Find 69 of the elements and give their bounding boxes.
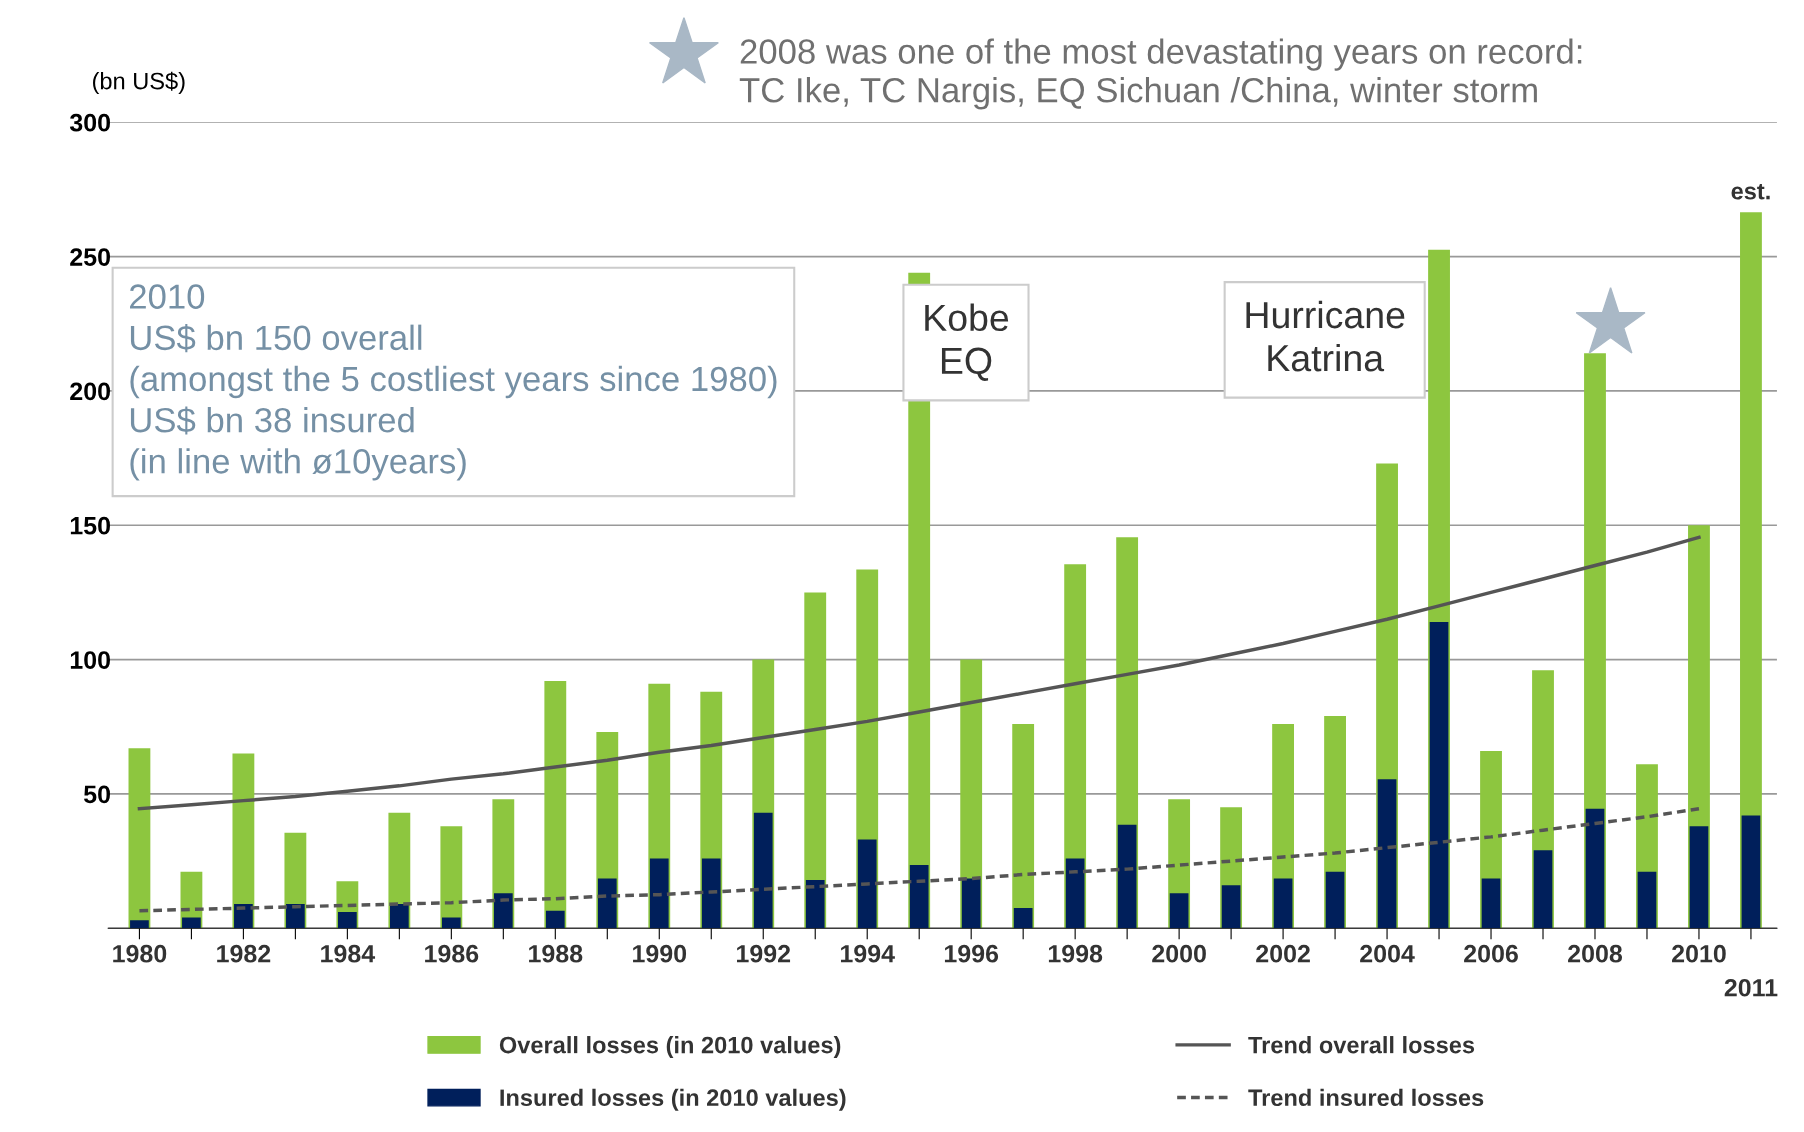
bar [909, 865, 929, 929]
bar [390, 904, 409, 929]
bar [805, 879, 825, 929]
y-tick-label: 200 [70, 382, 110, 401]
bar [961, 878, 981, 929]
bar [1637, 871, 1657, 929]
bar [1169, 893, 1189, 929]
legend-label: Trend overall losses [1248, 1036, 1475, 1054]
y-tick-label: 300 [69, 113, 110, 132]
x-tick-label: 2011 [1724, 978, 1778, 997]
x-tick-label: 1998 [1048, 944, 1103, 963]
bar [338, 912, 357, 929]
bar [545, 910, 565, 929]
annotation: Hurricane Katrina [1246, 300, 1405, 372]
bar [441, 917, 461, 929]
annotation: Kobe EQ [925, 303, 1009, 381]
x-tick-label: 1980 [113, 944, 167, 963]
legend-label: Trend insured losses [1248, 1088, 1484, 1107]
y-axis-title: (bn US$) [93, 71, 185, 95]
bar [286, 904, 305, 929]
x-tick-label: 2000 [1152, 944, 1206, 963]
x-tick-label: 2010 [1672, 944, 1726, 963]
bar [1481, 878, 1501, 929]
bar [1221, 885, 1241, 929]
x-tick-label: 2008 [1568, 944, 1623, 963]
x-tick-label: 1992 [737, 944, 791, 963]
bar [1533, 850, 1553, 929]
bar [182, 917, 201, 929]
bar [130, 920, 149, 929]
bar [1585, 808, 1605, 929]
bar [701, 858, 721, 929]
bar [128, 748, 151, 929]
legend-label: Overall losses (in 2010 values) [499, 1036, 841, 1059]
annotation: est. [1731, 183, 1770, 200]
y-tick-label: 50 [83, 785, 110, 804]
y-tick-label: 100 [70, 651, 110, 669]
bar [1377, 779, 1397, 929]
text: 2008 was one of the most devastating years on record: TC Ike, TC Nargis, EQ Sichuan /China, winter storm [739, 38, 1582, 110]
bar [1689, 826, 1709, 929]
x-tick-label: 2004 [1360, 944, 1415, 963]
bar [857, 839, 877, 929]
bar [1117, 824, 1137, 929]
y-tick-label: 250 [70, 248, 110, 266]
bar [1325, 871, 1345, 929]
x-tick-label: 1988 [529, 944, 583, 963]
bar [1429, 621, 1449, 929]
x-tick-label: 1994 [840, 944, 895, 963]
x-tick-label: 1990 [633, 944, 687, 963]
bar [493, 893, 513, 929]
bar [753, 812, 773, 929]
x-tick-label: 1996 [944, 944, 999, 963]
y-tick-label: 150 [70, 516, 110, 535]
x-tick-label: 1984 [321, 944, 376, 963]
bar [597, 878, 617, 929]
legend-label: Insured losses (in 2010 values) [500, 1088, 846, 1111]
bar [1273, 878, 1293, 929]
bar [649, 858, 669, 929]
x-tick-label: 1982 [217, 944, 271, 963]
x-tick-label: 2002 [1256, 944, 1310, 963]
bar [1013, 908, 1033, 929]
x-tick-label: 2006 [1464, 944, 1518, 963]
bar [1741, 815, 1761, 929]
annotation: 2010 US$ bn 150 overall (amongst the 5 costliest years since 1980) US$ bn 38 insured (in line with ø10years) [130, 284, 777, 481]
bar [234, 904, 253, 929]
x-tick-label: 1986 [425, 944, 479, 963]
line-series [137, 806, 1701, 913]
line-series [137, 535, 1701, 811]
bar [544, 681, 567, 929]
bar [1065, 858, 1085, 929]
